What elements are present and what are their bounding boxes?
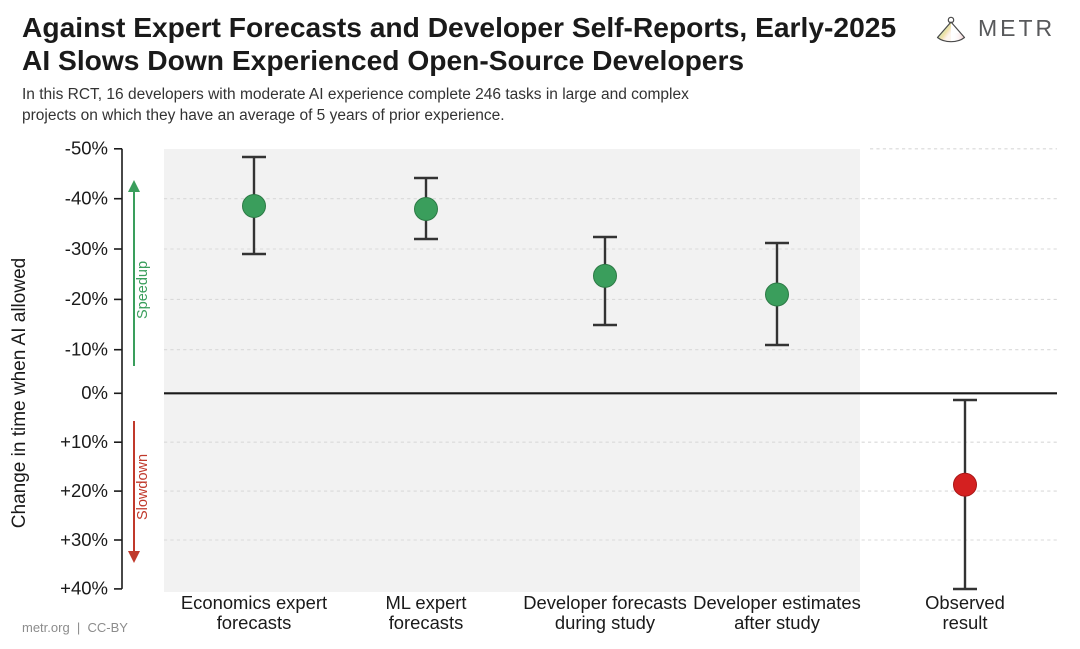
svg-text:Change in time when AI allowed: Change in time when AI allowed	[9, 258, 30, 528]
svg-text:after study: after study	[734, 612, 821, 633]
svg-text:-40%: -40%	[65, 188, 108, 209]
svg-text:-20%: -20%	[65, 288, 108, 309]
svg-text:-30%: -30%	[65, 238, 108, 259]
svg-text:+30%: +30%	[60, 529, 108, 550]
svg-text:0%: 0%	[81, 382, 108, 403]
svg-text:Developer estimates: Developer estimates	[693, 592, 861, 613]
svg-text:Observed: Observed	[925, 592, 1005, 613]
svg-text:-50%: -50%	[65, 138, 108, 159]
svg-text:+20%: +20%	[60, 480, 108, 501]
svg-text:Slowdown: Slowdown	[135, 454, 151, 520]
svg-text:+40%: +40%	[60, 578, 108, 599]
svg-text:ML expert: ML expert	[385, 592, 466, 613]
svg-text:forecasts: forecasts	[217, 612, 292, 633]
svg-text:Speedup: Speedup	[135, 261, 151, 319]
svg-text:result: result	[943, 612, 988, 633]
svg-text:+10%: +10%	[60, 431, 108, 452]
svg-text:during study: during study	[555, 612, 656, 633]
svg-text:Economics expert: Economics expert	[181, 592, 327, 613]
svg-text:-10%: -10%	[65, 339, 108, 360]
svg-text:forecasts: forecasts	[389, 612, 464, 633]
svg-text:Developer forecasts: Developer forecasts	[523, 592, 687, 613]
